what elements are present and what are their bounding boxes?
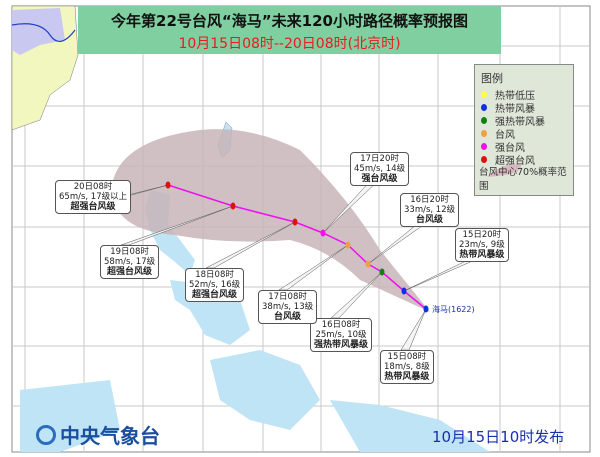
forecast-wind: 45m/s, 14级 xyxy=(354,164,406,174)
forecast-level: 超强台风级 xyxy=(107,267,153,277)
forecast-label: 19日08时 58m/s, 17级 超强台风级 xyxy=(100,245,160,279)
legend-dot-icon xyxy=(481,104,487,111)
forecast-wind: 52m/s, 16级 xyxy=(189,280,241,290)
yangtze-river xyxy=(11,23,76,42)
forecast-label: 17日20时 45m/s, 14级 强台风级 xyxy=(350,152,410,186)
forecast-level: 强台风级 xyxy=(361,174,398,184)
map-subtitle: 10月15日08时--20日08时(北京时) xyxy=(178,36,401,52)
track-point xyxy=(230,202,236,210)
track-point xyxy=(345,241,351,249)
agency-name: 中央气象台 xyxy=(60,424,160,448)
track-points xyxy=(165,181,429,313)
track-point xyxy=(292,218,298,226)
legend-item: 台风 xyxy=(481,127,573,141)
legend-dot-icon xyxy=(481,156,487,163)
typhoon-label: 海马 xyxy=(432,305,448,314)
forecast-wind: 18m/s, 8级 xyxy=(384,362,430,372)
agency-logo: 中央气象台 xyxy=(36,420,160,449)
legend-dot-icon xyxy=(481,91,487,98)
forecast-label: 16日20时 33m/s, 12级 台风级 xyxy=(400,193,460,227)
forecast-label: 20日08时 65m/s, 17级以上 超强台风级 xyxy=(55,180,132,214)
map-title: 今年第22号台风“海马”未来120小时路径概率预报图 xyxy=(111,12,468,30)
legend: 图例 热带低压热带风暴强热带风暴台风强台风超强台风 台风中心70%概率范围 xyxy=(474,64,574,196)
legend-heading: 图例 xyxy=(481,72,503,85)
province-region xyxy=(12,8,65,55)
forecast-level: 台风级 xyxy=(416,215,444,225)
forecast-level: 超强台风级 xyxy=(192,290,238,300)
forecast-wind: 38m/s, 13级 xyxy=(262,302,314,312)
cma-logo-icon xyxy=(36,424,56,445)
legend-item: 强热带风暴 xyxy=(481,114,573,128)
legend-dot-icon xyxy=(481,130,487,137)
forecast-time: 16日20时 xyxy=(410,195,449,205)
legend-label: 台风 xyxy=(495,130,515,141)
legend-item: 强台风 xyxy=(481,140,573,154)
forecast-level: 热带风暴级 xyxy=(384,372,430,382)
typhoon-id: (1622) xyxy=(448,305,475,314)
new-guinea xyxy=(330,400,490,452)
legend-label: 强台风 xyxy=(495,143,525,154)
forecast-label: 17日08时 38m/s, 13级 台风级 xyxy=(258,290,318,324)
legend-item: 热带风暴 xyxy=(481,101,573,115)
forecast-wind: 58m/s, 17级 xyxy=(104,257,156,267)
track-point xyxy=(423,305,429,313)
forecast-label: 16日08时 25m/s, 10级 强热带风暴级 xyxy=(310,318,373,352)
forecast-time: 20日08时 xyxy=(73,182,113,192)
title-banner: 今年第22号台风“海马”未来120小时路径概率预报图 10月15日08时--20… xyxy=(78,6,501,54)
legend-label: 热带低压 xyxy=(495,91,535,102)
forecast-level: 强热带风暴级 xyxy=(314,340,369,350)
legend-label: 超强台风 xyxy=(495,156,535,167)
track-point xyxy=(379,268,385,276)
legend-cone-label: 台风中心70%概率范围 xyxy=(479,167,567,192)
publish-time: 10月15日10时发布 xyxy=(432,428,565,446)
track-point xyxy=(401,287,407,295)
forecast-level: 热带风暴级 xyxy=(459,250,505,260)
forecast-time: 18日08时 xyxy=(195,270,234,280)
legend-item: 超强台风 xyxy=(481,153,573,167)
forecast-time: 16日08时 xyxy=(321,320,361,330)
track-point xyxy=(165,181,171,189)
legend-label: 强热带风暴 xyxy=(495,117,545,128)
forecast-level: 台风级 xyxy=(274,312,302,322)
forecast-wind: 65m/s, 17级以上 xyxy=(59,192,128,202)
forecast-time: 17日20时 xyxy=(360,154,399,164)
forecast-time: 15日20时 xyxy=(462,230,502,240)
forecast-wind: 33m/s, 12级 xyxy=(404,205,456,215)
forecast-label: 18日08时 52m/s, 16级 超强台风级 xyxy=(185,268,245,302)
forecast-wind: 25m/s, 10级 xyxy=(315,330,367,340)
forecast-label: 15日20时 23m/s, 9级 热带风暴级 xyxy=(455,228,509,262)
track-point xyxy=(320,229,326,237)
forecast-time: 17日08时 xyxy=(268,292,307,302)
cone-legend-icon xyxy=(487,164,522,177)
legend-dot-icon xyxy=(481,143,487,150)
typhoon-name: 海马(1622) xyxy=(432,304,475,315)
track-point xyxy=(365,260,371,268)
legend-label: 热带风暴 xyxy=(495,104,535,115)
forecast-level: 超强台风级 xyxy=(70,202,116,212)
legend-item: 热带低压 xyxy=(481,88,573,102)
probability-cone xyxy=(111,129,430,312)
forecast-wind: 23m/s, 9级 xyxy=(459,240,505,250)
mindanao xyxy=(210,350,320,430)
forecast-label: 15日08时 18m/s, 8级 热带风暴级 xyxy=(380,350,434,384)
forecast-time: 19日08时 xyxy=(110,247,149,257)
forecast-time: 15日08时 xyxy=(387,352,427,362)
legend-dot-icon xyxy=(481,117,487,124)
label-leaders xyxy=(75,179,485,351)
